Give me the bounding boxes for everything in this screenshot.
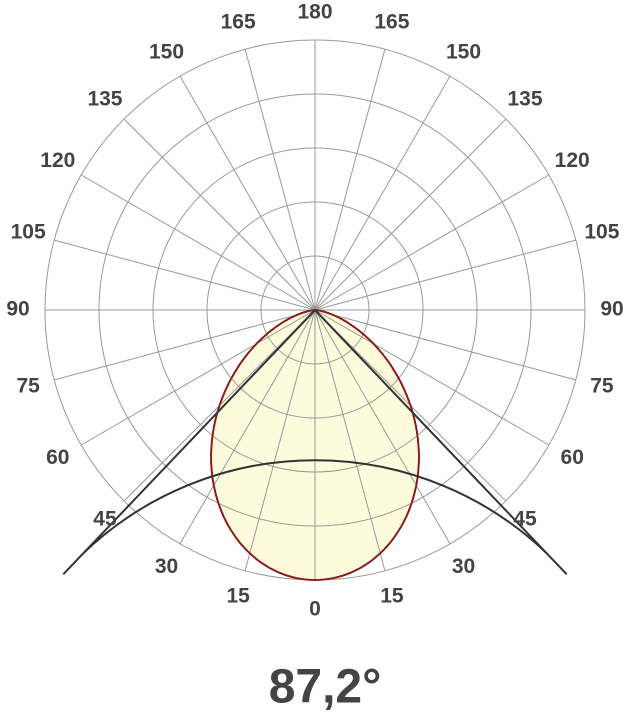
grid-radial [314,118,507,311]
beam-angle: 87,2° [269,661,382,714]
grid-radial [314,309,386,571]
beam-line [314,309,568,576]
grid-radial [80,174,316,311]
angle-label: 0 [309,598,321,621]
angle-label: 150 [149,40,184,63]
beam-arc [83,459,547,554]
light-outline [210,309,420,581]
angle-label: 15 [380,584,404,607]
angle-label: 165 [374,11,409,34]
grid-radial [123,118,316,311]
angle-label: 105 [11,221,46,244]
grid-radial [244,309,316,571]
angle-label: 45 [93,508,117,531]
grid-radial [314,174,550,311]
grid-radial [179,75,316,311]
grid-radial [314,75,451,311]
angle-label: 120 [40,149,75,172]
angle-label: 15 [226,584,250,607]
angle-label: 90 [600,298,623,321]
angle-label: 105 [584,221,619,244]
angle-label: 90 [6,298,29,321]
angle-label: 180 [297,1,332,24]
angle-label: 30 [155,555,178,578]
angle-label: 75 [590,374,614,397]
angle-label: 30 [452,555,475,578]
angle-label: 135 [87,88,122,111]
angle-label: 75 [16,374,40,397]
grid-radial [54,309,316,381]
grid-radial [179,309,316,545]
grid-radial [80,309,316,446]
angle-label: 135 [507,88,542,111]
angle-label: 60 [561,446,584,469]
beam-line [62,309,316,576]
angle-label: 150 [446,40,481,63]
angle-label: 165 [221,11,256,34]
grid-radial [244,49,316,311]
grid-radial [314,239,576,311]
angle-label: 120 [555,149,590,172]
grid-radial [314,309,451,545]
grid-radial [314,309,550,446]
angle-label: 60 [46,446,69,469]
grid-radial [54,239,316,311]
grid-radial [314,309,576,381]
angle-label: 45 [513,508,537,531]
grid-radial [314,49,386,311]
